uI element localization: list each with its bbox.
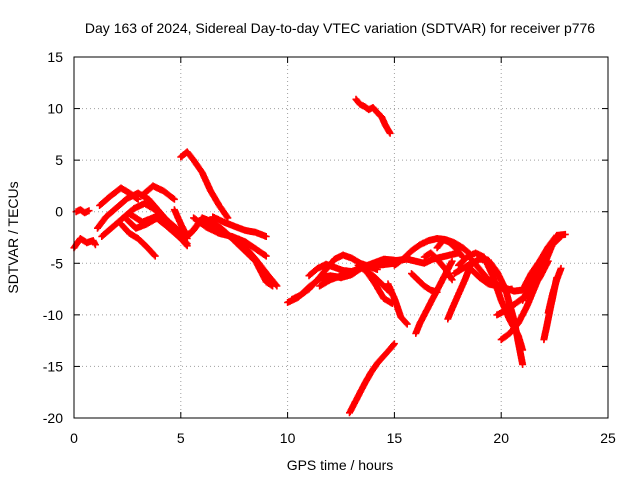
data-point-markers bbox=[420, 249, 456, 284]
data-point-markers bbox=[117, 220, 159, 260]
data-point-markers bbox=[177, 148, 232, 222]
x-tick-label: 10 bbox=[280, 430, 296, 446]
y-tick-label: 10 bbox=[47, 101, 63, 117]
series-arc-5 bbox=[96, 184, 142, 209]
x-tick-label: 0 bbox=[70, 430, 78, 446]
series-arc-28 bbox=[420, 249, 456, 284]
data-point-markers bbox=[346, 340, 398, 417]
data-point-markers bbox=[138, 182, 178, 203]
series-arc-39 bbox=[544, 264, 565, 317]
series-arc-27 bbox=[412, 257, 456, 337]
data-point-markers bbox=[209, 213, 270, 240]
x-axis-label: GPS time / hours bbox=[287, 457, 394, 473]
series-arc-6 bbox=[117, 220, 159, 260]
data-point-markers bbox=[433, 236, 467, 261]
series-arc-1 bbox=[70, 235, 99, 252]
series-arc-9 bbox=[138, 182, 178, 203]
axis-ticks: 0 5 10 15 20 25 -20 -15 -10 -5 0 5 10 15 bbox=[43, 49, 616, 446]
y-tick-label: -20 bbox=[43, 410, 63, 426]
data-point-markers bbox=[384, 280, 411, 328]
series-arc-37 bbox=[519, 235, 561, 304]
y-tick-label: -15 bbox=[43, 358, 63, 374]
grid-lines bbox=[74, 57, 608, 418]
x-tick-label: 20 bbox=[493, 430, 509, 446]
y-tick-label: -10 bbox=[43, 307, 63, 323]
data-point-markers bbox=[519, 235, 561, 304]
data-point-markers bbox=[72, 206, 93, 217]
series-arc-29 bbox=[433, 236, 467, 261]
series-arc-22 bbox=[346, 340, 398, 417]
y-tick-label: 15 bbox=[47, 49, 63, 65]
y-tick-label: 5 bbox=[55, 152, 63, 168]
x-tick-label: 15 bbox=[387, 430, 403, 446]
series-arc-2 bbox=[72, 206, 93, 217]
y-tick-label: -5 bbox=[51, 255, 64, 271]
x-tick-label: 25 bbox=[600, 430, 616, 446]
data-points bbox=[70, 95, 569, 417]
data-point-markers bbox=[96, 184, 142, 209]
data-point-markers bbox=[70, 235, 99, 252]
data-point-markers bbox=[198, 218, 281, 290]
series-arc-11 bbox=[177, 148, 232, 222]
y-tick-label: 0 bbox=[55, 204, 63, 220]
chart-title: Day 163 of 2024, Sidereal Day-to-day VTE… bbox=[85, 20, 595, 36]
series-arc-25 bbox=[384, 280, 411, 328]
series-arc-14 bbox=[198, 218, 281, 290]
data-point-markers bbox=[412, 257, 456, 337]
y-axis-label: SDTVAR / TECUs bbox=[5, 181, 21, 293]
series-arc-13 bbox=[209, 213, 270, 240]
plot-frame bbox=[73, 56, 609, 419]
data-point-markers bbox=[352, 95, 394, 137]
x-tick-label: 5 bbox=[177, 430, 185, 446]
series-arc-21 bbox=[352, 95, 394, 137]
data-point-markers bbox=[544, 264, 565, 317]
